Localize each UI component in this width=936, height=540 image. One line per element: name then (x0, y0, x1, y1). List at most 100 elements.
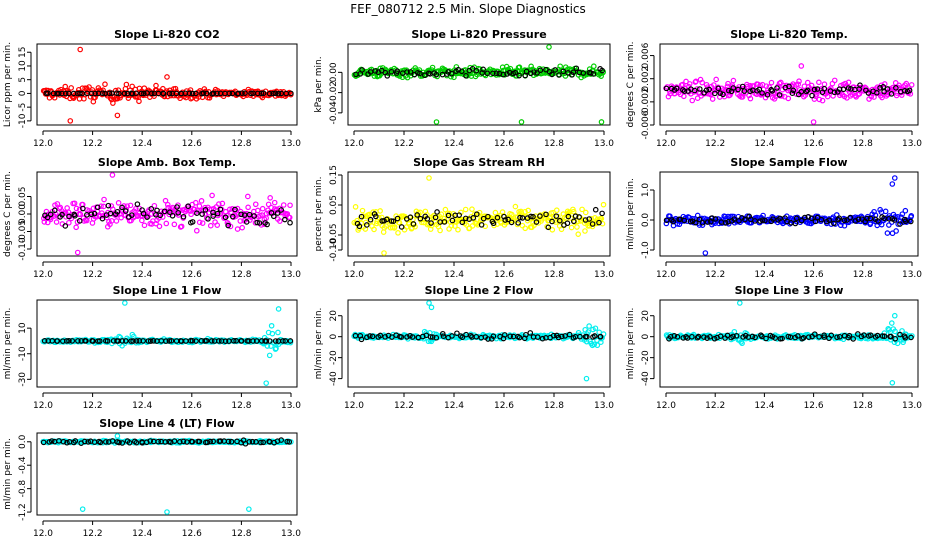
x-tick-label: 12.6 (494, 401, 514, 411)
data-point (831, 77, 838, 84)
reference-point (804, 87, 811, 94)
reference-point (764, 91, 771, 98)
plot-frame (659, 299, 919, 388)
data-point (469, 223, 476, 229)
reference-point (107, 210, 114, 217)
data-point (709, 96, 716, 102)
data-point (575, 231, 582, 237)
reference-point (749, 333, 756, 340)
reference-point (92, 90, 98, 97)
data-point (693, 78, 699, 85)
y-tick-label: 0 (329, 334, 339, 340)
reference-point (494, 214, 501, 221)
reference-point (704, 219, 711, 225)
x-tick-label: 12.6 (494, 270, 514, 280)
reference-point (879, 333, 886, 339)
reference-point (747, 88, 753, 95)
reference-point (730, 85, 737, 91)
reference-point (367, 333, 373, 339)
data-point (359, 207, 366, 214)
data-point (528, 63, 534, 70)
data-point (702, 250, 709, 256)
data-point (68, 85, 74, 91)
x-tick-label: 12.2 (83, 139, 103, 149)
data-point (889, 181, 896, 187)
reference-point (116, 439, 122, 446)
x-tick-label: 12.0 (33, 270, 53, 280)
reference-point (45, 90, 51, 96)
reference-point (242, 90, 248, 96)
reference-point (697, 86, 703, 92)
reference-point (180, 213, 187, 220)
reference-point (258, 439, 264, 446)
reference-point (769, 88, 776, 94)
reference-point (90, 338, 96, 344)
reference-point (821, 85, 828, 92)
y-tick-label: -0.8 (18, 480, 28, 498)
reference-point (468, 332, 474, 339)
y-tick-label: 0.0 (641, 213, 651, 228)
data-point (264, 343, 271, 349)
reference-point (398, 224, 405, 230)
reference-point (565, 213, 572, 220)
chart-panel: Slope Li-820 Temp. 12.0 12.2 12.4 12.6 12.8 13… (626, 28, 922, 149)
reference-point (888, 91, 895, 97)
reference-point (106, 90, 113, 97)
x-tick-label: 12.6 (804, 270, 824, 280)
reference-point (250, 338, 256, 344)
reference-point (433, 71, 440, 78)
x-tick-label: 12.8 (231, 139, 251, 149)
data-point (136, 98, 142, 105)
data-point (110, 100, 116, 106)
x-tick-label: 12.8 (544, 139, 564, 149)
y-tick-label: 0.00 (329, 62, 339, 82)
reference-point (229, 213, 236, 220)
reference-point (243, 219, 250, 225)
reference-point (552, 67, 558, 73)
reference-point (249, 438, 256, 445)
reference-point (742, 332, 749, 339)
reference-point (383, 216, 390, 223)
reference-point (577, 333, 583, 340)
data-point (565, 210, 572, 216)
reference-point (670, 218, 677, 225)
data-point (431, 331, 437, 337)
y-tick-label: 10 (18, 60, 28, 72)
reference-point (429, 334, 436, 340)
reference-point (272, 338, 279, 344)
reference-point (523, 331, 529, 338)
reference-point (364, 334, 370, 341)
data-point (881, 81, 888, 87)
reference-point (874, 89, 880, 96)
data-point (114, 433, 121, 439)
data-point (816, 79, 822, 86)
reference-point (704, 335, 710, 341)
y-tick-label: 5 (18, 77, 28, 83)
reference-point (225, 222, 231, 229)
reference-point (288, 90, 294, 97)
chart-title: Slope Li-820 CO2 (114, 28, 220, 41)
y-tick-label: 0.05 (18, 186, 28, 206)
reference-point (855, 331, 861, 337)
reference-point (463, 72, 469, 79)
y-tick-label: 20 (641, 310, 651, 322)
x-tick-label: 13.0 (902, 270, 922, 280)
reference-point (388, 69, 395, 75)
data-point (171, 221, 178, 228)
reference-point (818, 216, 825, 223)
reference-point (169, 212, 176, 219)
reference-point (280, 338, 286, 344)
reference-point (789, 90, 796, 96)
reference-point (801, 214, 808, 221)
reference-point (255, 90, 261, 97)
data-point (123, 81, 130, 88)
data-point (699, 79, 705, 86)
data-point (115, 200, 122, 206)
reference-point (214, 210, 221, 217)
reference-point (681, 88, 688, 94)
data-point (426, 175, 432, 181)
data-point (473, 220, 480, 227)
reference-point (831, 220, 837, 227)
reference-point (592, 206, 599, 213)
reference-point (588, 70, 594, 76)
